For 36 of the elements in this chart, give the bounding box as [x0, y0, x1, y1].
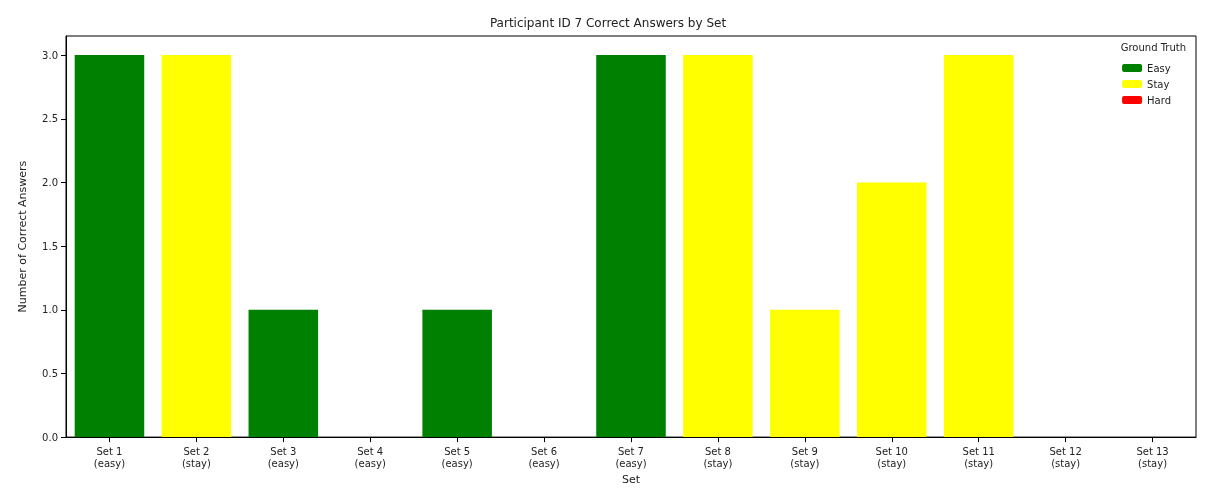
x-tick-label: Set 8 (stay): [703, 445, 733, 469]
bar: [943, 55, 1014, 438]
x-tick-label: Set 9 (stay): [790, 445, 820, 469]
legend-title: Ground Truth: [1120, 41, 1186, 53]
legend-label: Easy: [1147, 62, 1171, 74]
x-tick-label: Set 2 (stay): [181, 445, 211, 469]
x-axis-title: Set: [621, 473, 641, 486]
y-tick-label: 1.5: [42, 240, 58, 252]
bar: [422, 309, 492, 438]
y-tick-label: 2.0: [42, 176, 58, 188]
x-tick-label: Set 10 (stay): [875, 445, 908, 469]
y-tick-label: 1.0: [42, 304, 58, 316]
x-tick-label: Set 11 (stay): [962, 445, 995, 469]
x-tick-label: Set 5 (easy): [441, 445, 473, 469]
y-tick-label: 0.5: [42, 367, 58, 379]
bar: [248, 309, 319, 438]
bar: [161, 55, 232, 438]
bar: [857, 182, 927, 438]
y-tick-label: 0.0: [42, 431, 58, 443]
x-tick-label: Set 13 (stay): [1136, 445, 1169, 469]
x-tick-label: Set 1 (easy): [93, 445, 126, 469]
y-tick-label: 3.0: [42, 49, 58, 61]
x-tick-label: Set 12 (stay): [1049, 445, 1082, 469]
legend-label: Hard: [1147, 94, 1172, 106]
x-tick-label: Set 4 (easy): [354, 445, 386, 469]
bar: [683, 55, 753, 438]
legend-label: Stay: [1147, 78, 1170, 90]
chart-title: Participant ID 7 Correct Answers by Set: [489, 16, 727, 30]
bar: [596, 55, 666, 438]
x-tick-label: Set 7 (easy): [615, 445, 647, 469]
y-axis-title: Number of Correct Answers: [16, 160, 29, 313]
y-tick-label: 2.5: [42, 113, 58, 125]
x-tick-label: Set 3 (easy): [267, 445, 300, 469]
x-tick-label: Set 6 (easy): [528, 445, 560, 469]
bar: [770, 309, 840, 438]
bar: [74, 55, 145, 438]
